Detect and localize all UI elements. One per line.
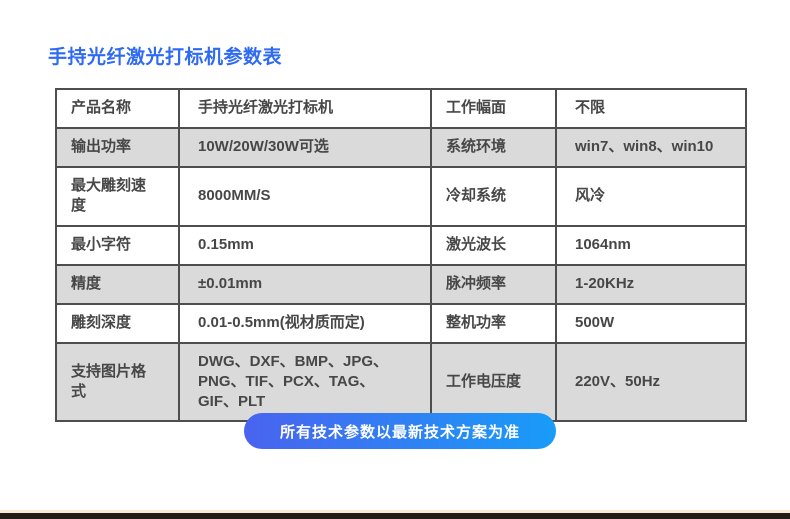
- table-row: 精度 ±0.01mm 脉冲频率 1-20KHz: [55, 263, 747, 305]
- table-row: 输出功率 10W/20W/30W可选 系统环境 win7、win8、win10: [55, 127, 747, 168]
- spec-table: 产品名称 手持光纤激光打标机 工作幅面 不限 输出功率 10W/20W/30W可选 系统环境…: [55, 88, 747, 423]
- technical-note-pill: 所有技术参数以最新技术方案为准: [243, 413, 556, 449]
- spec-value-cell: win7、win8、win10: [555, 127, 747, 168]
- spec-label-cell: 输出功率: [55, 127, 180, 168]
- spec-label-cell: 冷却系统: [430, 166, 557, 227]
- table-row: 产品名称 手持光纤激光打标机 工作幅面 不限: [55, 88, 747, 129]
- spec-label-cell: 支持图片格式: [55, 341, 180, 423]
- bottom-dark-bar: [0, 513, 790, 519]
- spec-value-cell: 8000MM/S: [178, 166, 432, 227]
- spec-value-cell: 10W/20W/30W可选: [178, 127, 432, 168]
- spec-value-cell: 风冷: [555, 166, 747, 227]
- spec-label-cell: 工作电压度: [430, 341, 557, 423]
- bottom-gold-trim: [0, 510, 790, 513]
- spec-label-cell: 精度: [55, 263, 180, 305]
- spec-label-cell: 激光波长: [430, 224, 557, 266]
- spec-value-cell: 0.15mm: [178, 224, 432, 266]
- spec-label-cell: 工作幅面: [430, 88, 557, 129]
- table-row: 最小字符 0.15mm 激光波长 1064nm: [55, 224, 747, 266]
- note-row: 所有技术参数以最新技术方案为准: [55, 413, 745, 449]
- spec-value-cell: DWG、DXF、BMP、JPG、PNG、TIF、PCX、TAG、GIF、PLT: [178, 341, 432, 423]
- spec-value-cell: 1064nm: [555, 224, 747, 266]
- spec-value-cell: 500W: [555, 302, 747, 344]
- table-row: 最大雕刻速度 8000MM/S 冷却系统 风冷: [55, 166, 747, 227]
- table-row: 支持图片格式 DWG、DXF、BMP、JPG、PNG、TIF、PCX、TAG、GI…: [55, 341, 747, 423]
- page-title: 手持光纤激光打标机参数表: [48, 47, 283, 68]
- spec-value-cell: 手持光纤激光打标机: [178, 88, 432, 129]
- spec-value-cell: 0.01-0.5mm(视材质而定): [178, 302, 432, 344]
- spec-label-cell: 系统环境: [430, 127, 557, 168]
- spec-value-cell: 1-20KHz: [555, 263, 747, 305]
- spec-label-cell: 产品名称: [55, 88, 180, 129]
- spec-value-cell: ±0.01mm: [178, 263, 432, 305]
- spec-value-cell: 220V、50Hz: [555, 341, 747, 423]
- spec-value-cell: 不限: [555, 88, 747, 129]
- spec-label-cell: 整机功率: [430, 302, 557, 344]
- spec-table-wrap: 产品名称 手持光纤激光打标机 工作幅面 不限 输出功率 10W/20W/30W可选 系统环境…: [55, 88, 747, 423]
- spec-label-cell: 最大雕刻速度: [55, 166, 180, 227]
- spec-label-cell: 脉冲频率: [430, 263, 557, 305]
- spec-label-cell: 雕刻深度: [55, 302, 180, 344]
- table-row: 雕刻深度 0.01-0.5mm(视材质而定) 整机功率 500W: [55, 302, 747, 344]
- spec-label-cell: 最小字符: [55, 224, 180, 266]
